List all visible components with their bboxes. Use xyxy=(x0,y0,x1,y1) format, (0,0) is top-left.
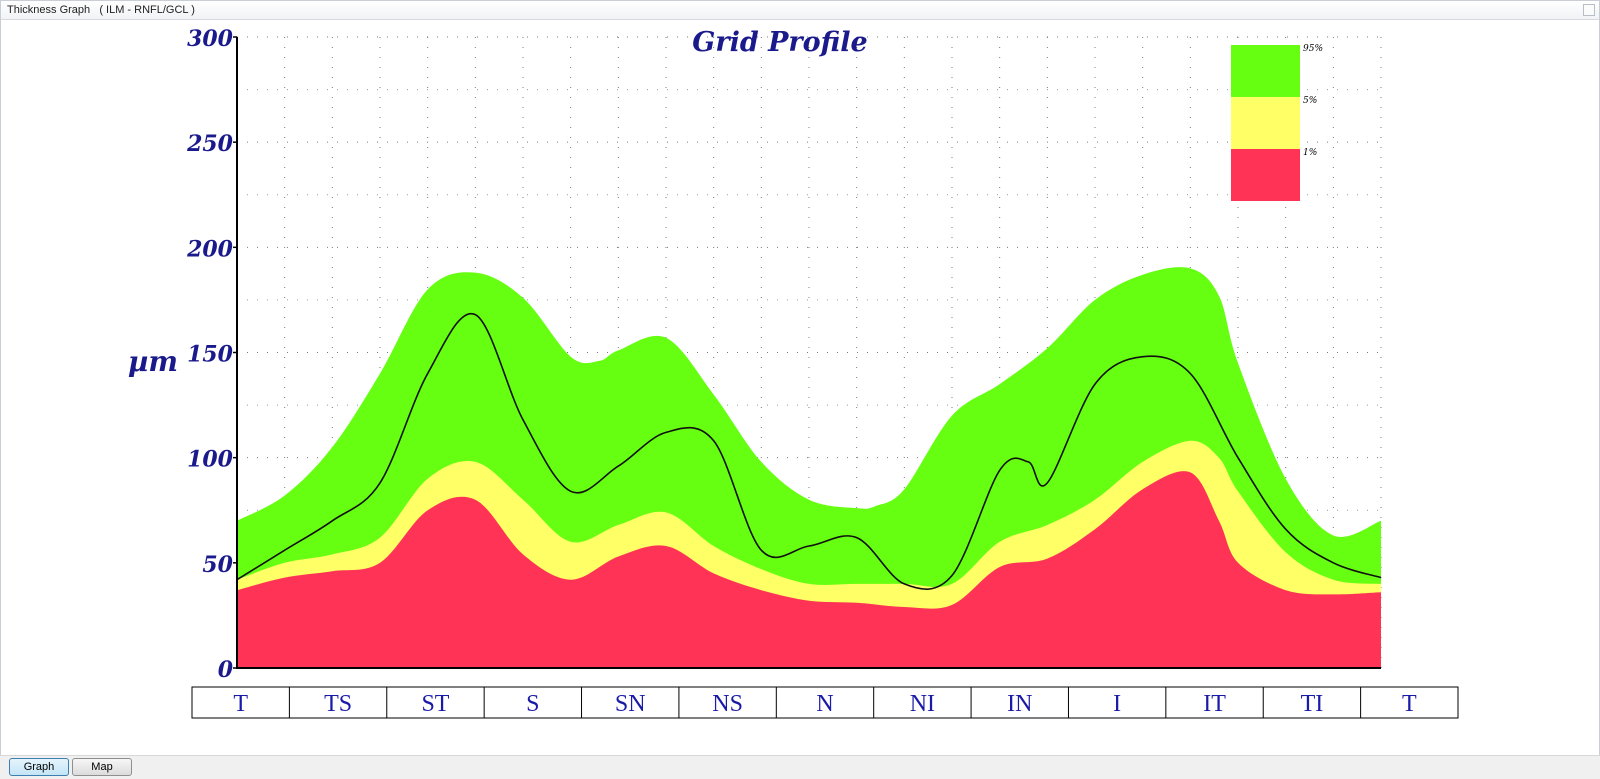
band-1-percentile xyxy=(237,471,1381,668)
sector-label: T xyxy=(1402,691,1417,717)
y-tick-label: 50 xyxy=(202,552,233,578)
sector-label: SN xyxy=(615,691,646,717)
graph-tab-button[interactable]: Graph xyxy=(9,758,69,776)
sector-label: T xyxy=(233,691,248,717)
sector-label: IT xyxy=(1203,691,1226,717)
sector-label: N xyxy=(816,691,833,717)
y-axis-label: µm xyxy=(128,345,178,378)
measured-series xyxy=(236,312,1382,590)
sector-label: NS xyxy=(712,691,743,717)
measured-thickness-line xyxy=(236,312,1382,590)
normative-bands xyxy=(237,267,1381,668)
sector-label: I xyxy=(1113,691,1121,717)
legend-swatch xyxy=(1231,149,1300,201)
sector-label: ST xyxy=(421,691,449,717)
sector-label: TS xyxy=(324,691,352,717)
legend-label: 5% xyxy=(1303,96,1317,106)
y-tick-label: 300 xyxy=(187,26,234,52)
window-titlebar: Thickness Graph ( ILM - RNFL/GCL ) xyxy=(0,0,1600,20)
axes xyxy=(233,36,1381,669)
window-title: Thickness Graph ( ILM - RNFL/GCL ) xyxy=(7,4,195,16)
y-tick-labels: 0 50 100 150 200 250 300 xyxy=(186,26,234,683)
legend-label: 95% xyxy=(1303,44,1323,54)
legend: 95% 5% 1% xyxy=(1231,44,1323,201)
bottom-toolbar: Graph Map xyxy=(0,755,1600,779)
map-tab-button[interactable]: Map xyxy=(72,758,132,776)
sector-strip xyxy=(191,686,1459,719)
sector-label: S xyxy=(526,691,539,717)
sector-labels: T TS ST S SN NS N NI IN I IT TI T xyxy=(191,686,1459,719)
y-tick-label: 100 xyxy=(187,447,234,473)
y-tick-label: 250 xyxy=(186,131,234,157)
legend-swatch xyxy=(1231,97,1300,149)
sector-label: TI xyxy=(1301,691,1324,717)
y-tick-label: 200 xyxy=(186,236,234,262)
sector-label: NI xyxy=(910,691,935,717)
legend-swatch xyxy=(1231,45,1300,97)
sector-label: IN xyxy=(1007,691,1032,717)
y-tick-label: 0 xyxy=(218,657,234,683)
legend-label: 1% xyxy=(1303,148,1317,158)
chart-title: Grid Profile xyxy=(692,27,867,58)
window-control-icon[interactable] xyxy=(1583,4,1595,16)
y-tick-label: 150 xyxy=(187,342,234,368)
